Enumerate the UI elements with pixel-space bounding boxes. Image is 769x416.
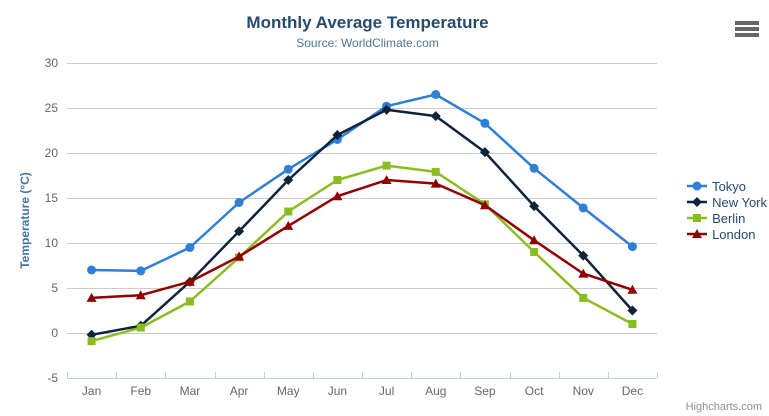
x-axis-tick-label: Sep: [474, 384, 496, 398]
data-point[interactable]: [430, 111, 441, 122]
data-point[interactable]: [283, 220, 294, 230]
data-point[interactable]: [479, 200, 490, 210]
series-line-tokyo[interactable]: [90, 93, 634, 273]
data-point[interactable]: [431, 167, 440, 176]
data-point[interactable]: [529, 201, 540, 212]
x-axis-tick-label: Apr: [230, 384, 249, 398]
x-axis-tick-label: Jul: [379, 384, 394, 398]
data-point[interactable]: [530, 248, 539, 256]
data-point[interactable]: [135, 290, 146, 300]
data-point[interactable]: [86, 292, 97, 302]
data-point[interactable]: [87, 265, 97, 275]
data-point[interactable]: [87, 337, 96, 346]
legend-item-berlin[interactable]: Berlin: [687, 210, 767, 226]
data-point[interactable]: [283, 164, 293, 174]
data-point[interactable]: [136, 266, 146, 276]
square-legend-icon: [687, 214, 708, 222]
data-point[interactable]: [283, 175, 294, 185]
data-point[interactable]: [136, 323, 145, 332]
circle-legend-icon: [687, 181, 708, 191]
y-axis-tick-label: 10: [45, 236, 59, 250]
data-point[interactable]: [693, 214, 702, 222]
series-line-berlin[interactable]: [90, 164, 634, 343]
x-axis-tick-label: Oct: [525, 384, 544, 398]
legend-label: New York: [712, 194, 767, 210]
x-axis-tick-label: Nov: [573, 384, 594, 398]
series-new-york[interactable]: [86, 104, 638, 340]
data-point[interactable]: [480, 118, 490, 128]
y-axis-tick-label: 20: [45, 146, 59, 160]
data-point[interactable]: [578, 203, 588, 213]
y-axis-tick-label: 25: [45, 101, 59, 115]
data-point[interactable]: [381, 175, 392, 184]
data-point[interactable]: [578, 268, 589, 278]
data-point[interactable]: [333, 176, 342, 184]
legend-item-london[interactable]: London: [687, 226, 767, 242]
chart-title: Monthly Average Temperature: [246, 13, 489, 32]
data-point[interactable]: [692, 181, 702, 191]
y-axis-title: Temperature (°C): [18, 172, 32, 269]
data-point[interactable]: [627, 305, 638, 316]
hamburger-menu-icon[interactable]: [735, 21, 759, 37]
x-axis-tick-label: May: [277, 384, 300, 398]
data-point[interactable]: [627, 242, 637, 252]
x-axis-tick-label: Mar: [180, 384, 201, 398]
data-point[interactable]: [234, 251, 245, 261]
data-point[interactable]: [692, 197, 703, 207]
series-tokyo[interactable]: [87, 90, 637, 276]
y-axis-tick-label: 0: [51, 326, 58, 340]
data-point[interactable]: [185, 243, 195, 252]
legend: Tokyo New York Berlin London: [687, 178, 767, 242]
y-axis-tick-label: 5: [51, 281, 58, 295]
legend-label: London: [712, 226, 756, 242]
data-point[interactable]: [332, 130, 343, 140]
data-point[interactable]: [430, 178, 441, 188]
legend-item-tokyo[interactable]: Tokyo: [687, 178, 767, 194]
legend-label: Tokyo: [712, 178, 747, 194]
series-line-new-york[interactable]: [90, 108, 634, 337]
series-london[interactable]: [86, 175, 638, 302]
data-point[interactable]: [382, 161, 391, 170]
data-point[interactable]: [284, 207, 293, 216]
data-point[interactable]: [332, 191, 343, 201]
y-axis-tick-label: 30: [45, 56, 59, 70]
y-axis-tick-label: 15: [45, 191, 59, 205]
x-axis-tick-label: Jan: [82, 384, 101, 398]
data-point[interactable]: [579, 293, 588, 302]
data-point[interactable]: [184, 276, 195, 286]
data-point[interactable]: [529, 163, 539, 173]
data-point[interactable]: [234, 198, 244, 207]
diamond-legend-icon: [687, 197, 708, 207]
data-point[interactable]: [578, 250, 589, 261]
data-point[interactable]: [479, 147, 490, 158]
data-point[interactable]: [529, 235, 540, 245]
chart-subtitle: Source: WorldClimate.com: [296, 36, 439, 50]
x-axis-tick-label: Feb: [130, 384, 151, 398]
x-axis-tick-label: Aug: [425, 384, 446, 398]
data-point[interactable]: [431, 90, 441, 99]
triangle-legend-icon: [687, 229, 708, 238]
data-point[interactable]: [185, 297, 194, 306]
highcharts-credit[interactable]: Highcharts.com: [685, 401, 762, 413]
x-axis-tick-label: Dec: [622, 384, 643, 398]
legend-item-new-york[interactable]: New York: [687, 194, 767, 210]
x-axis-tick-label: Jun: [328, 384, 347, 398]
data-point[interactable]: [381, 104, 392, 115]
data-point[interactable]: [627, 284, 638, 294]
data-point[interactable]: [628, 320, 637, 328]
y-axis-tick-label: -5: [47, 371, 58, 385]
legend-label: Berlin: [712, 210, 746, 226]
data-point[interactable]: [692, 229, 703, 238]
data-point[interactable]: [234, 226, 245, 237]
series-line-london[interactable]: [90, 178, 634, 300]
